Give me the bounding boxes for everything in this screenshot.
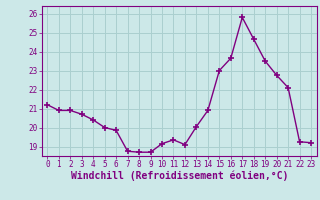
X-axis label: Windchill (Refroidissement éolien,°C): Windchill (Refroidissement éolien,°C): [70, 171, 288, 181]
